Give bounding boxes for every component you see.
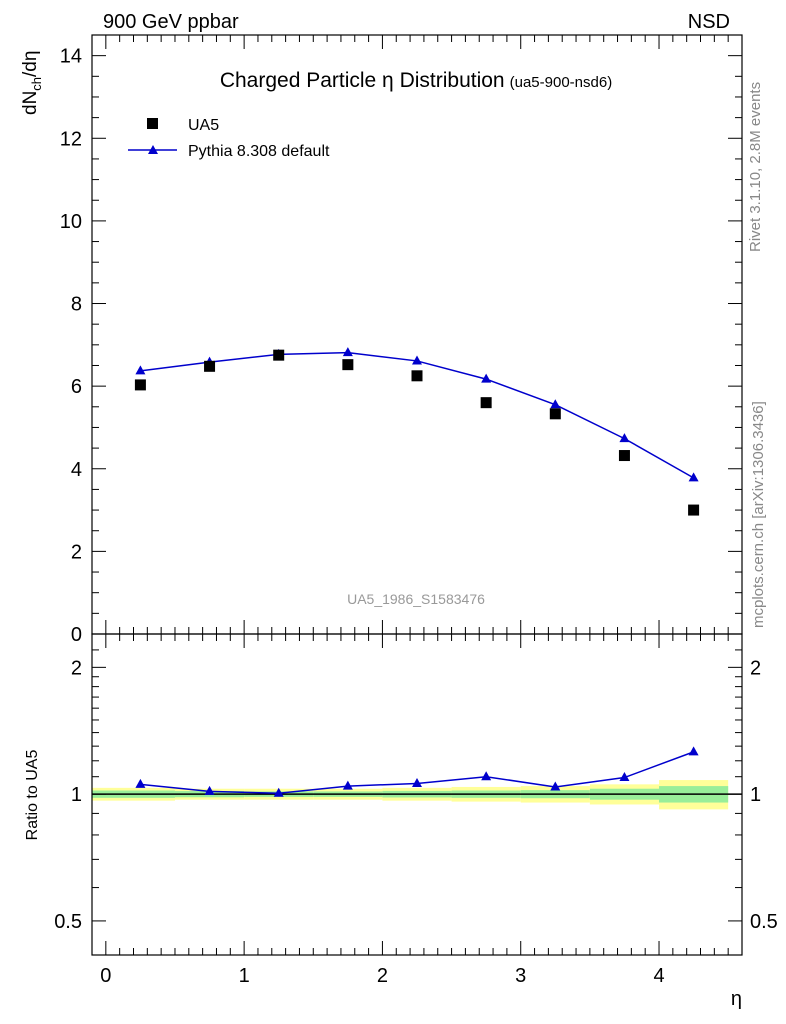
ratio-y-tick-label: 2 — [71, 657, 82, 679]
ua5-point — [618, 450, 630, 462]
legend-pythia-label: Pythia 8.308 default — [188, 143, 330, 160]
ua5-point — [204, 360, 216, 372]
main-y-axis-label: dNch/dη — [20, 51, 44, 115]
ua5-point — [411, 370, 423, 382]
pythia-point — [342, 347, 353, 357]
ua5-point — [273, 349, 285, 361]
ratio-y-tick-label-right: 1 — [750, 784, 761, 806]
header-left: 900 GeV ppbar — [103, 11, 239, 33]
pythia-point — [135, 365, 146, 375]
ratio-y-tick-label-right: 2 — [750, 657, 761, 679]
y-tick-label: 6 — [71, 376, 82, 398]
legend-ua5-marker — [147, 118, 158, 129]
watermark: UA5_1986_S1583476 — [347, 591, 485, 607]
header-right: NSD — [688, 11, 730, 33]
x-tick-label: 0 — [100, 965, 111, 987]
y-tick-label: 2 — [71, 541, 82, 563]
y-tick-label: 0 — [71, 624, 82, 646]
ratio-plot-panel: 0 1 2 3 4 0.5 0.5 1 1 2 2 Ratio to UA5 — [24, 633, 778, 987]
pythia-ratio-point — [204, 785, 215, 795]
y-tick-label: 4 — [71, 459, 82, 481]
side-text-bottom: mcplots.cern.ch [arXiv:1306.3436] — [750, 401, 767, 628]
legend-pythia-marker — [148, 145, 158, 154]
y-tick-label: 8 — [71, 294, 82, 316]
main-plot-panel: Charged Particle η Distribution (ua5-900-… — [20, 34, 743, 646]
side-text-top: Rivet 3.1.10, 2.8M events — [747, 82, 764, 252]
pythia-ratio-point — [342, 780, 353, 790]
pythia-point — [688, 472, 699, 482]
pythia-ratio-point — [550, 781, 561, 791]
x-tick-label: 1 — [239, 965, 250, 987]
pythia-point — [550, 399, 561, 409]
pythia-ratio-point — [135, 778, 146, 788]
ua5-point — [342, 359, 354, 371]
x-axis-label: η — [731, 988, 742, 1010]
legend: UA5 Pythia 8.308 default — [128, 117, 330, 160]
pythia-ratio-point — [412, 777, 422, 787]
pythia-ratio-point — [688, 746, 699, 756]
ratio-y-tick-label-right: 0.5 — [750, 911, 778, 933]
y-tick-label: 10 — [60, 211, 82, 233]
pythia-point — [481, 373, 492, 383]
y-tick-label: 14 — [60, 46, 82, 68]
ratio-y-tick-label: 0.5 — [54, 911, 82, 933]
pythia-ratio-point — [273, 787, 284, 797]
x-tick-label: 4 — [653, 965, 664, 987]
ua5-point — [549, 408, 561, 420]
ua5-point — [480, 397, 492, 409]
y-tick-label: 12 — [60, 128, 82, 150]
legend-ua5-label: UA5 — [188, 117, 219, 134]
chart-title: Charged Particle η Distribution (ua5-900-… — [220, 69, 612, 92]
pythia-point — [412, 355, 422, 365]
pythia-ratio-point — [619, 772, 630, 782]
ua5-point — [688, 504, 700, 516]
x-tick-label: 3 — [515, 965, 526, 987]
ua5-point — [134, 379, 146, 391]
ratio-y-axis-label: Ratio to UA5 — [24, 750, 41, 841]
x-tick-label: 2 — [377, 965, 388, 987]
pythia-ratio-point — [481, 771, 492, 781]
ratio-y-tick-label: 1 — [71, 784, 82, 806]
pythia-point — [619, 433, 630, 443]
